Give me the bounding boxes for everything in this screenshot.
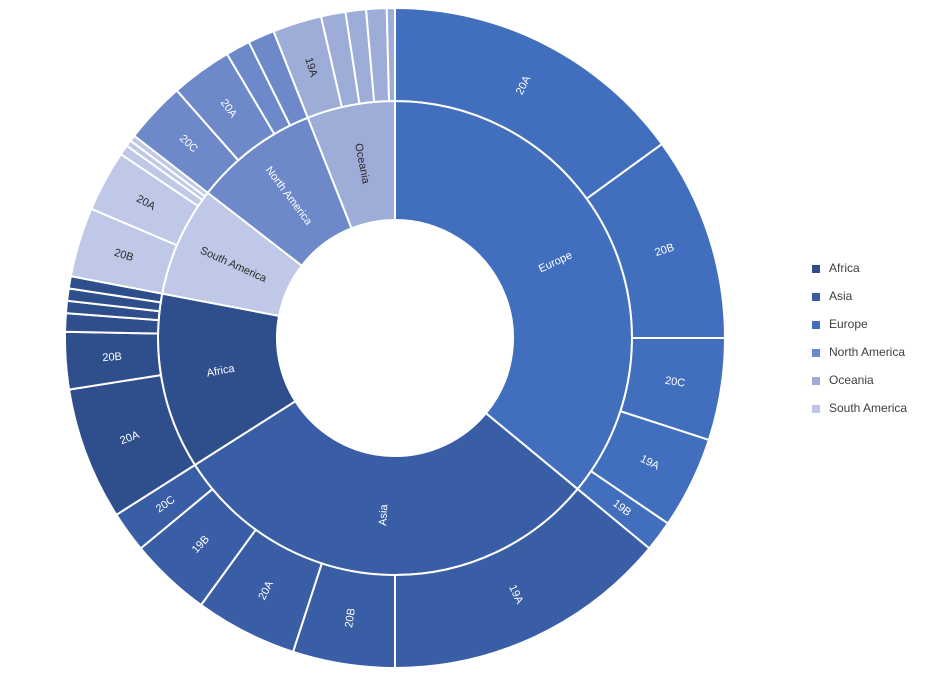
legend: Africa Asia Europe North America Oceania Sout… [812, 261, 907, 415]
segment-africa-20b-label: 20B [102, 351, 122, 364]
legend-label-europe: Europe [829, 317, 868, 331]
outer-ring [64, 6, 727, 670]
legend-label-oceania: Oceania [829, 373, 874, 387]
legend-swatch-south-america [812, 405, 820, 413]
legend-swatch-africa [812, 265, 820, 273]
legend-swatch-north-america [812, 349, 820, 357]
segment-asia-label: Asia [377, 503, 390, 526]
segment-europe-20c-label: 20C [664, 375, 686, 390]
inner-ring [157, 99, 633, 576]
legend-swatch-oceania [812, 377, 820, 385]
segment-oceania-item-4[interactable] [385, 6, 396, 103]
legend-label-south-america: South America [829, 401, 907, 415]
segment-oceania-19a-label: 19A [302, 56, 319, 79]
legend-label-africa: Africa [829, 261, 860, 275]
segment-south-america-20b-label: 20B [113, 247, 135, 264]
legend-label-north-america: North America [829, 345, 905, 359]
legend-swatch-europe [812, 321, 820, 329]
segment-asia-20b-label: 20B [343, 607, 358, 628]
segment-europe-20b-label: 20B [653, 242, 675, 259]
segment-africa-label: Africa [206, 362, 237, 379]
legend-swatch-asia [812, 293, 820, 301]
legend-label-asia: Asia [829, 289, 853, 303]
